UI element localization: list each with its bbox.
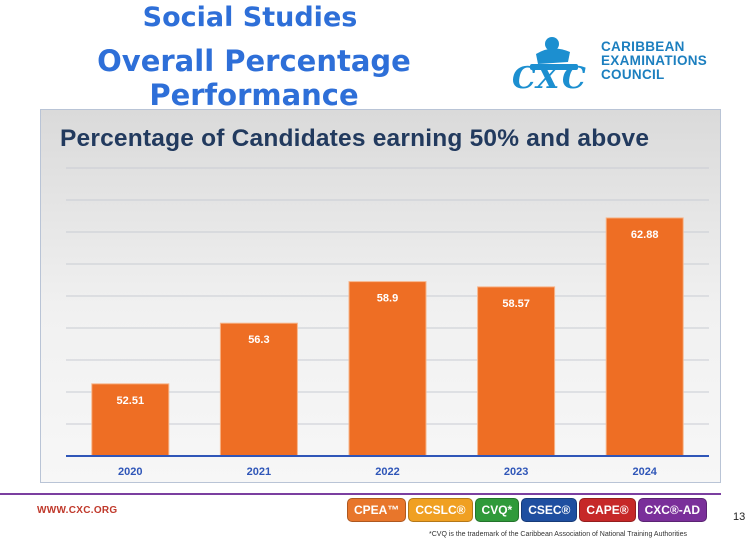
badge-3: CSEC® <box>521 498 578 522</box>
data-label-2024: 62.88 <box>631 229 659 241</box>
org-line-1: CARIBBEAN <box>601 39 685 54</box>
data-label-2023: 58.57 <box>502 298 530 310</box>
data-label-2021: 56.3 <box>248 334 269 346</box>
data-label-2020: 52.51 <box>117 395 145 407</box>
badge-2: CVQ* <box>474 498 520 522</box>
organization-name: CARIBBEAN EXAMINATIONS COUNCIL <box>601 40 707 82</box>
svg-text:C: C <box>562 61 586 92</box>
slide-title-line2: Overall Percentage Performance <box>97 44 411 112</box>
badge-5: CXC®-AD <box>637 498 708 522</box>
org-line-3: COUNCIL <box>601 67 665 82</box>
badge-0: CPEA™ <box>347 498 407 522</box>
data-label-2022: 58.9 <box>377 293 398 305</box>
bar-2022 <box>348 281 427 457</box>
website-link[interactable]: WWW.CXC.ORG <box>37 505 118 516</box>
badge-4: CAPE® <box>579 498 636 522</box>
bar-2024 <box>605 217 684 457</box>
org-line-2: EXAMINATIONS <box>601 53 708 68</box>
bar-2023 <box>477 286 556 457</box>
svg-text:X: X <box>534 61 561 92</box>
badge-1: CCSLC® <box>408 498 473 522</box>
bar-2021 <box>219 322 298 457</box>
program-badges: CPEA™ CCSLC® CVQ* CSEC® CAPE® CXC®-AD <box>347 498 708 522</box>
footer-divider <box>0 493 721 495</box>
x-tick-label-2024: 2024 <box>632 466 657 478</box>
cxc-logo-icon: C X C <box>512 37 586 92</box>
x-tick-label-2023: 2023 <box>504 466 528 478</box>
slide-title-line1: Social Studies <box>142 2 358 33</box>
page-number: 13 <box>733 511 746 523</box>
footnote: *CVQ is the trademark of the Caribbean A… <box>429 531 687 538</box>
svg-text:C: C <box>512 61 536 92</box>
bar-2020 <box>91 383 170 457</box>
x-tick-label-2021: 2021 <box>247 466 271 478</box>
chart-title: Percentage of Candidates earning 50% and… <box>60 125 650 152</box>
x-tick-label-2020: 2020 <box>118 466 142 478</box>
x-tick-label-2022: 2022 <box>375 466 399 478</box>
